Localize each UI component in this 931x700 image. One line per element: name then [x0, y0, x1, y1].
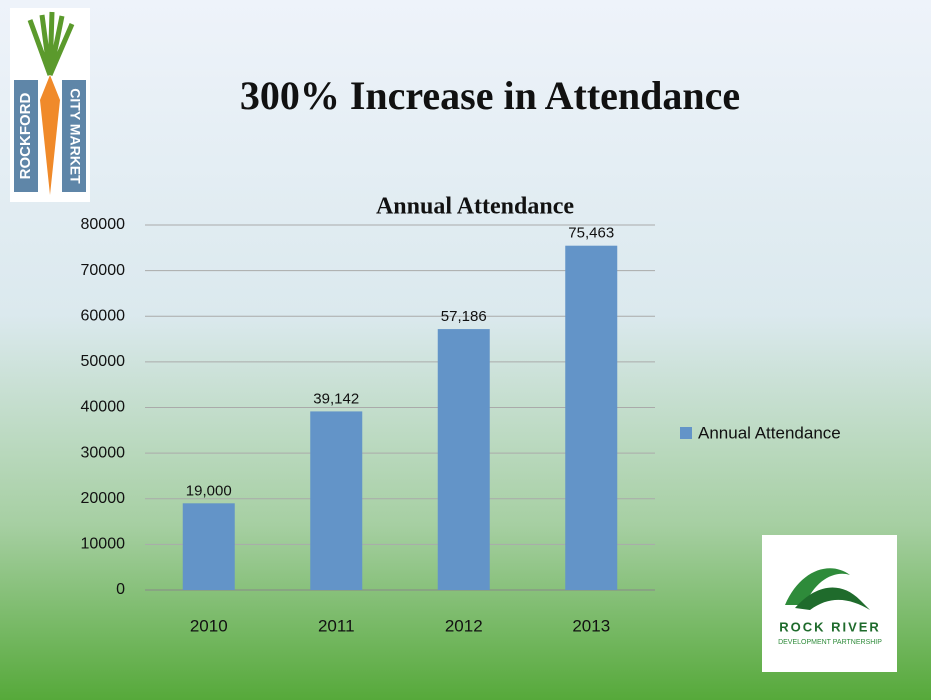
- x-tick-label: 2013: [572, 616, 610, 635]
- legend-swatch: [680, 427, 692, 439]
- bar: [310, 411, 363, 590]
- data-label: 75,463: [568, 225, 614, 242]
- logo-text: ROCK RIVER: [779, 619, 881, 634]
- data-label: 39,142: [313, 390, 359, 407]
- data-label: 57,186: [441, 308, 487, 325]
- y-tick-label: 50000: [81, 353, 126, 370]
- y-tick-label: 30000: [81, 444, 126, 461]
- logo-text: DEVELOPMENT PARTNERSHIP: [778, 639, 882, 646]
- data-label: 19,000: [186, 482, 232, 499]
- y-tick-label: 10000: [81, 536, 126, 553]
- bar: [437, 329, 490, 590]
- x-tick-label: 2012: [445, 616, 483, 635]
- y-tick-label: 80000: [81, 216, 126, 233]
- x-tick-label: 2011: [318, 616, 355, 635]
- logo-text: ROCKFORD: [17, 93, 34, 180]
- legend-label: Annual Attendance: [698, 423, 841, 442]
- chart-title: Annual Attendance: [376, 194, 574, 220]
- slide-title: 300% Increase in Attendance: [240, 73, 740, 118]
- y-tick-label: 60000: [81, 307, 126, 324]
- bar: [182, 503, 235, 590]
- logo-text: CITY MARKET: [67, 88, 83, 184]
- y-tick-label: 70000: [81, 262, 126, 279]
- y-tick-label: 20000: [81, 490, 126, 507]
- y-tick-label: 0: [116, 581, 125, 598]
- bar: [565, 245, 618, 590]
- left-logo: ROCKFORD CITY MARKET: [10, 8, 90, 202]
- y-tick-label: 40000: [81, 399, 126, 416]
- right-logo: ROCK RIVER DEVELOPMENT PARTNERSHIP: [762, 535, 897, 672]
- x-tick-label: 2010: [190, 616, 228, 635]
